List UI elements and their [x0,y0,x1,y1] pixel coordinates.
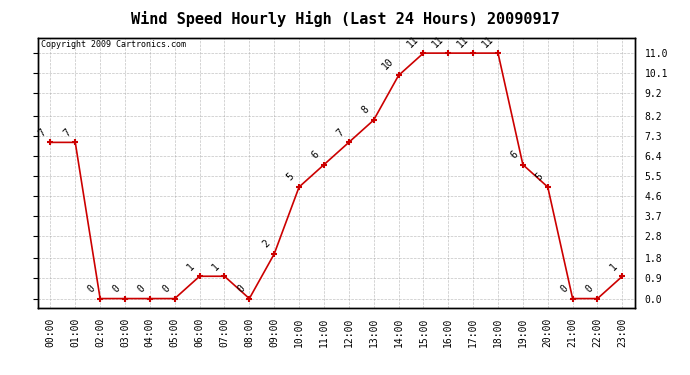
Text: 0: 0 [111,283,122,294]
Text: Wind Speed Hourly High (Last 24 Hours) 20090917: Wind Speed Hourly High (Last 24 Hours) 2… [130,11,560,27]
Text: 7: 7 [335,127,346,138]
Text: 6: 6 [509,149,520,160]
Text: 11: 11 [455,34,471,49]
Text: 7: 7 [61,127,72,138]
Text: 11: 11 [405,34,421,49]
Text: 1: 1 [609,261,620,272]
Text: 6: 6 [310,149,321,160]
Text: 11: 11 [430,34,446,49]
Text: 0: 0 [584,283,595,294]
Text: 0: 0 [136,283,147,294]
Text: 0: 0 [161,283,172,294]
Text: 10: 10 [380,56,396,71]
Text: 7: 7 [37,127,48,138]
Text: 11: 11 [480,34,495,49]
Text: 1: 1 [210,261,221,272]
Text: 1: 1 [186,261,197,272]
Text: Copyright 2009 Cartronics.com: Copyright 2009 Cartronics.com [41,40,186,49]
Text: 0: 0 [559,283,570,294]
Text: 0: 0 [86,283,97,294]
Text: 5: 5 [534,172,545,183]
Text: 2: 2 [260,238,271,250]
Text: 0: 0 [235,283,246,294]
Text: 8: 8 [359,105,371,116]
Text: 5: 5 [285,172,296,183]
